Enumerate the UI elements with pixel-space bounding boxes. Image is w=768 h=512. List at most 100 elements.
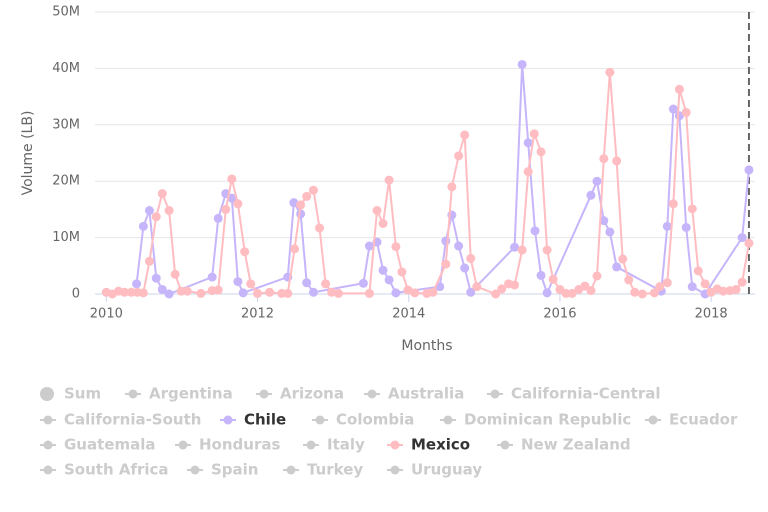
- point: [466, 287, 476, 297]
- point: [132, 279, 142, 289]
- point: [687, 204, 697, 214]
- point: [372, 206, 382, 216]
- point: [384, 175, 394, 185]
- legend-symbol: [443, 415, 453, 425]
- legend-label[interactable]: Honduras: [199, 436, 280, 454]
- legend-symbol: [259, 389, 269, 399]
- y-tick-label: 50M: [52, 5, 80, 20]
- point: [693, 266, 703, 276]
- point: [681, 222, 691, 232]
- series-line: [106, 72, 750, 296]
- legend-symbol: [500, 440, 510, 450]
- point: [542, 245, 552, 255]
- legend-symbol: [367, 389, 377, 399]
- legend-symbol: [40, 387, 54, 401]
- y-axis-title: Volume (LB): [20, 111, 36, 196]
- legend-label[interactable]: Colombia: [336, 411, 414, 429]
- legend-symbol: [223, 415, 233, 425]
- point: [157, 189, 167, 199]
- point: [612, 262, 622, 272]
- point: [630, 287, 640, 297]
- point: [164, 289, 174, 299]
- y-tick-label: 20M: [52, 174, 80, 189]
- point: [227, 174, 237, 184]
- y-tick-label: 30M: [52, 117, 80, 132]
- point: [491, 289, 501, 299]
- point: [737, 233, 747, 243]
- legend-label[interactable]: Argentina: [149, 385, 233, 403]
- point: [447, 182, 457, 192]
- point: [397, 267, 407, 277]
- x-tick-label: 2012: [241, 307, 274, 322]
- legend-symbol: [306, 440, 316, 450]
- point: [289, 198, 299, 208]
- point: [441, 259, 451, 269]
- point: [718, 286, 728, 296]
- point: [302, 278, 312, 288]
- point: [536, 147, 546, 157]
- legend-label[interactable]: South Africa: [64, 461, 169, 479]
- legend-label[interactable]: Mexico: [411, 436, 470, 454]
- point: [333, 288, 343, 298]
- point: [119, 287, 129, 297]
- legend-label[interactable]: Chile: [244, 411, 286, 429]
- y-tick-label: 10M: [52, 230, 80, 245]
- point: [290, 244, 300, 254]
- point: [548, 274, 558, 284]
- point: [655, 282, 665, 292]
- point: [460, 263, 470, 273]
- point: [497, 284, 507, 294]
- point: [517, 59, 527, 69]
- legend-label[interactable]: Sum: [64, 385, 101, 403]
- point: [246, 279, 256, 289]
- legend-symbol: [648, 415, 658, 425]
- point: [321, 279, 331, 289]
- point: [460, 130, 470, 140]
- point: [151, 212, 161, 222]
- legend-label[interactable]: California-Central: [511, 385, 661, 403]
- legend-label[interactable]: Spain: [211, 461, 258, 479]
- point: [700, 279, 710, 289]
- point: [668, 199, 678, 209]
- point: [403, 285, 413, 295]
- point: [253, 288, 263, 298]
- point: [668, 104, 678, 114]
- point: [592, 176, 602, 186]
- point: [170, 269, 180, 279]
- legend-label[interactable]: Ecuador: [669, 411, 738, 429]
- point: [308, 185, 318, 195]
- point: [227, 193, 237, 203]
- point: [605, 227, 615, 237]
- point: [542, 288, 552, 298]
- legend-label[interactable]: Arizona: [280, 385, 344, 403]
- point: [138, 221, 148, 231]
- point: [592, 271, 602, 281]
- legend-label[interactable]: Uruguay: [411, 461, 482, 479]
- x-axis-title: Months: [401, 338, 452, 354]
- legend-label[interactable]: Italy: [327, 436, 365, 454]
- point: [472, 282, 482, 292]
- x-tick-label: 2010: [90, 307, 123, 322]
- legend-label[interactable]: Australia: [388, 385, 464, 403]
- point: [731, 284, 741, 294]
- point: [151, 273, 161, 283]
- point: [384, 275, 394, 285]
- legend-label[interactable]: Guatemala: [64, 436, 155, 454]
- point: [454, 151, 464, 161]
- point: [378, 219, 388, 228]
- point: [744, 165, 754, 175]
- legend-label[interactable]: New Zealand: [521, 436, 631, 454]
- y-tick-label: 0: [72, 287, 80, 302]
- legend-label[interactable]: California-South: [64, 411, 201, 429]
- point: [567, 288, 577, 298]
- point: [240, 247, 250, 257]
- point: [517, 245, 527, 255]
- legend-symbol: [43, 440, 53, 450]
- point: [624, 275, 634, 285]
- point: [207, 272, 217, 282]
- legend-label[interactable]: Dominican Republic: [464, 411, 631, 429]
- point: [649, 288, 659, 298]
- legend-label[interactable]: Turkey: [307, 461, 363, 479]
- point: [510, 280, 520, 290]
